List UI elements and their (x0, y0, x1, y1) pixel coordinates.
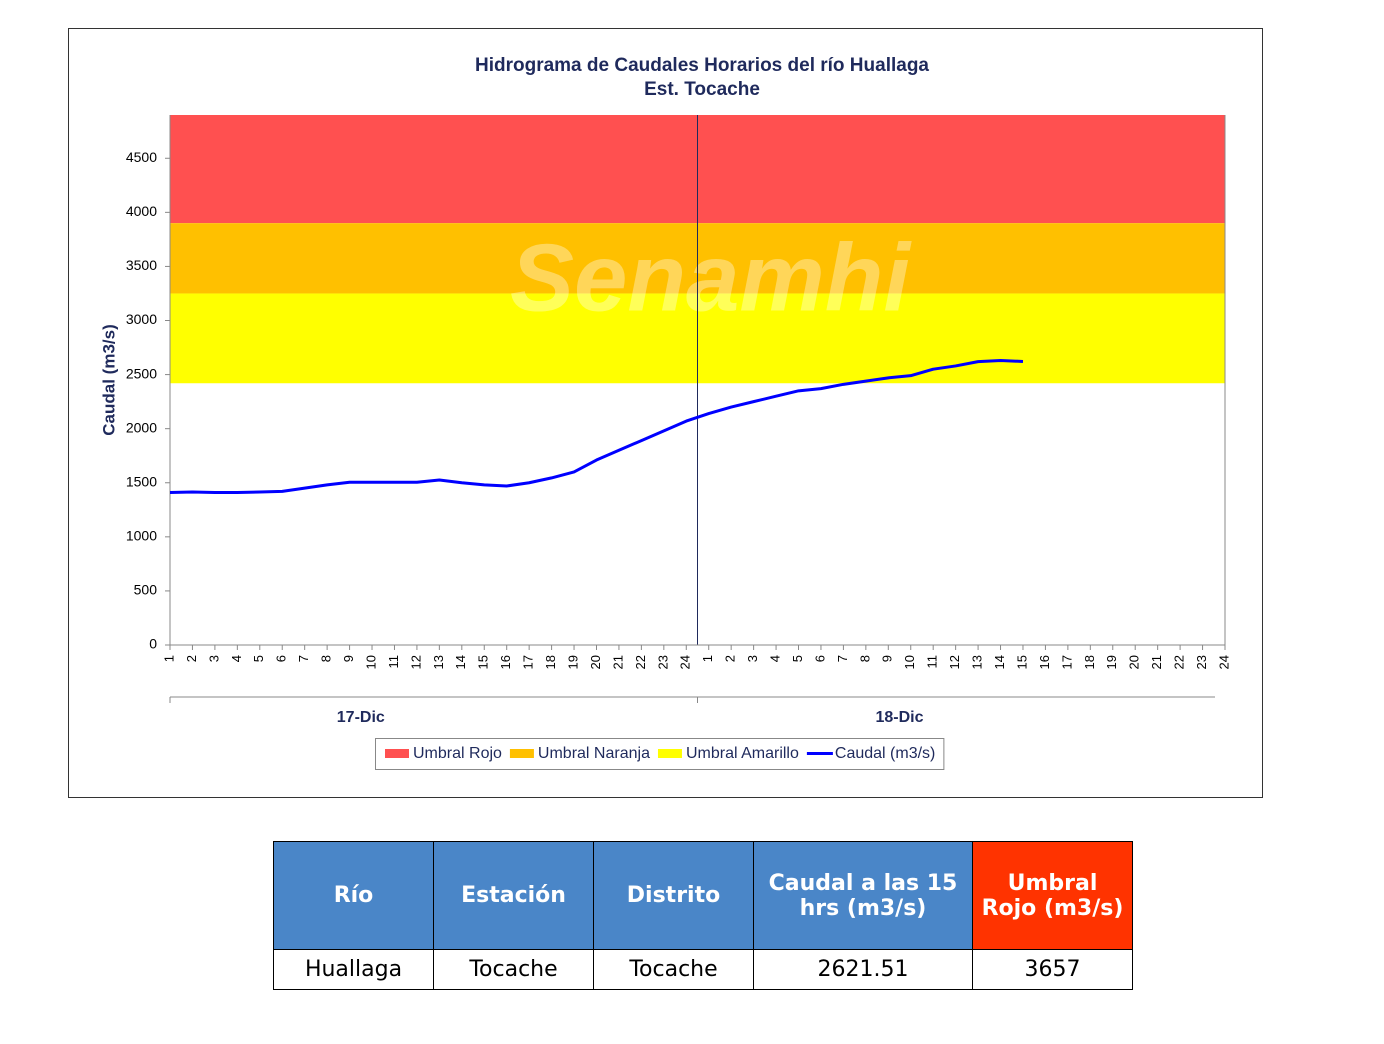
x-tick-label: 8 (857, 655, 872, 662)
y-tick-label: 3500 (126, 257, 157, 273)
x-tick-label: 17 (1059, 655, 1074, 669)
y-tick-label: 0 (149, 636, 157, 652)
x-tick-label: 21 (1149, 655, 1164, 669)
x-tick-label: 14 (992, 655, 1007, 669)
x-tick-label: 2 (184, 655, 199, 662)
x-tick-label: 20 (588, 655, 603, 669)
cell: Tocache (593, 949, 754, 990)
x-tick-label: 17 (521, 655, 536, 669)
x-tick-label: 22 (633, 655, 648, 669)
x-tick-label: 15 (476, 655, 491, 669)
cell: Tocache (433, 949, 594, 990)
x-tick-label: 24 (678, 655, 693, 669)
group-label: 18-Dic (876, 709, 924, 726)
x-tick-label: 7 (296, 655, 311, 662)
x-tick-label: 3 (206, 655, 221, 662)
group-label: 17-Dic (337, 709, 385, 726)
y-tick-label: 4500 (126, 149, 157, 165)
x-tick-label: 23 (655, 655, 670, 669)
chart-title: Hidrograma de Caudales Horarios del río … (475, 55, 929, 76)
cell: Huallaga (273, 949, 434, 990)
x-tick-label: 9 (880, 655, 895, 662)
table-header: Río Estación Distrito Caudal a las 15 hr… (273, 841, 1133, 950)
x-tick-label: 24 (1216, 655, 1231, 669)
header-cell: Estación (433, 841, 594, 950)
cell: 2621.51 (753, 949, 973, 990)
legend-swatch (385, 749, 409, 758)
x-tick-label: 12 (947, 655, 962, 669)
y-tick-label: 3000 (126, 311, 157, 327)
x-tick-label: 4 (229, 655, 244, 662)
watermark: Senamhi (510, 224, 912, 331)
x-tick-label: 6 (812, 655, 827, 662)
legend-label: Umbral Amarillo (686, 745, 799, 762)
x-tick-label: 14 (453, 655, 468, 669)
x-tick-label: 11 (386, 655, 401, 669)
x-tick-label: 10 (902, 655, 917, 669)
y-axis-label: Caudal (m3/s) (99, 324, 118, 435)
x-tick-label: 10 (363, 655, 378, 669)
x-tick-label: 8 (319, 655, 334, 662)
summary-table: Río Estación Distrito Caudal a las 15 hr… (273, 841, 1133, 990)
x-tick-label: 1 (700, 655, 715, 662)
x-tick-label: 20 (1127, 655, 1142, 669)
legend-label: Umbral Naranja (538, 745, 650, 762)
header-cell: Distrito (593, 841, 754, 950)
x-tick-label: 19 (1104, 655, 1119, 669)
header-cell: Caudal a las 15 hrs (m3/s) (753, 841, 973, 950)
legend-swatch (509, 749, 534, 758)
cell: 3657 (972, 949, 1133, 990)
x-tick-label: 16 (1037, 655, 1052, 669)
x-tick-label: 12 (408, 655, 423, 669)
x-tick-label: 13 (970, 655, 985, 669)
x-tick-label: 19 (565, 655, 580, 669)
legend-box (375, 738, 945, 770)
x-tick-label: 18 (543, 655, 558, 669)
header-cell: Río (273, 841, 434, 950)
y-tick-label: 2500 (126, 365, 157, 381)
legend-swatch (657, 749, 682, 758)
x-tick-label: 2 (723, 655, 738, 662)
x-tick-label: 23 (1194, 655, 1209, 669)
x-tick-label: 9 (341, 655, 356, 662)
x-tick-label: 4 (768, 655, 783, 662)
x-tick-label: 1 (161, 655, 176, 662)
header-cell: Umbral Rojo (m3/s) (972, 841, 1133, 950)
legend-label: Umbral Rojo (413, 745, 502, 762)
legend-label: Caudal (m3/s) (835, 745, 935, 762)
table-row: Huallaga Tocache Tocache 2621.51 3657 (273, 949, 1133, 990)
x-tick-label: 11 (925, 655, 940, 669)
x-tick-label: 21 (610, 655, 625, 669)
y-tick-label: 2000 (126, 419, 157, 435)
x-tick-label: 6 (274, 655, 289, 662)
y-tick-label: 4000 (126, 203, 157, 219)
y-tick-label: 1500 (126, 473, 157, 489)
chart-subtitle: Est. Tocache (644, 79, 760, 100)
x-tick-label: 22 (1172, 655, 1187, 669)
x-tick-label: 13 (431, 655, 446, 669)
data-line (169, 359, 1024, 494)
y-tick-label: 1000 (126, 528, 157, 544)
legend: Umbral Rojo Umbral Naranja Umbral Amarillo… (375, 738, 945, 770)
x-tick-label: 7 (835, 655, 850, 662)
x-tick-label: 3 (745, 655, 760, 662)
x-tick-label: 18 (1082, 655, 1097, 669)
x-tick-label: 5 (251, 655, 266, 662)
x-tick-label: 5 (790, 655, 805, 662)
x-tick-label: 15 (1014, 655, 1029, 669)
y-tick-label: 500 (134, 582, 158, 598)
x-tick-label: 16 (498, 655, 513, 669)
